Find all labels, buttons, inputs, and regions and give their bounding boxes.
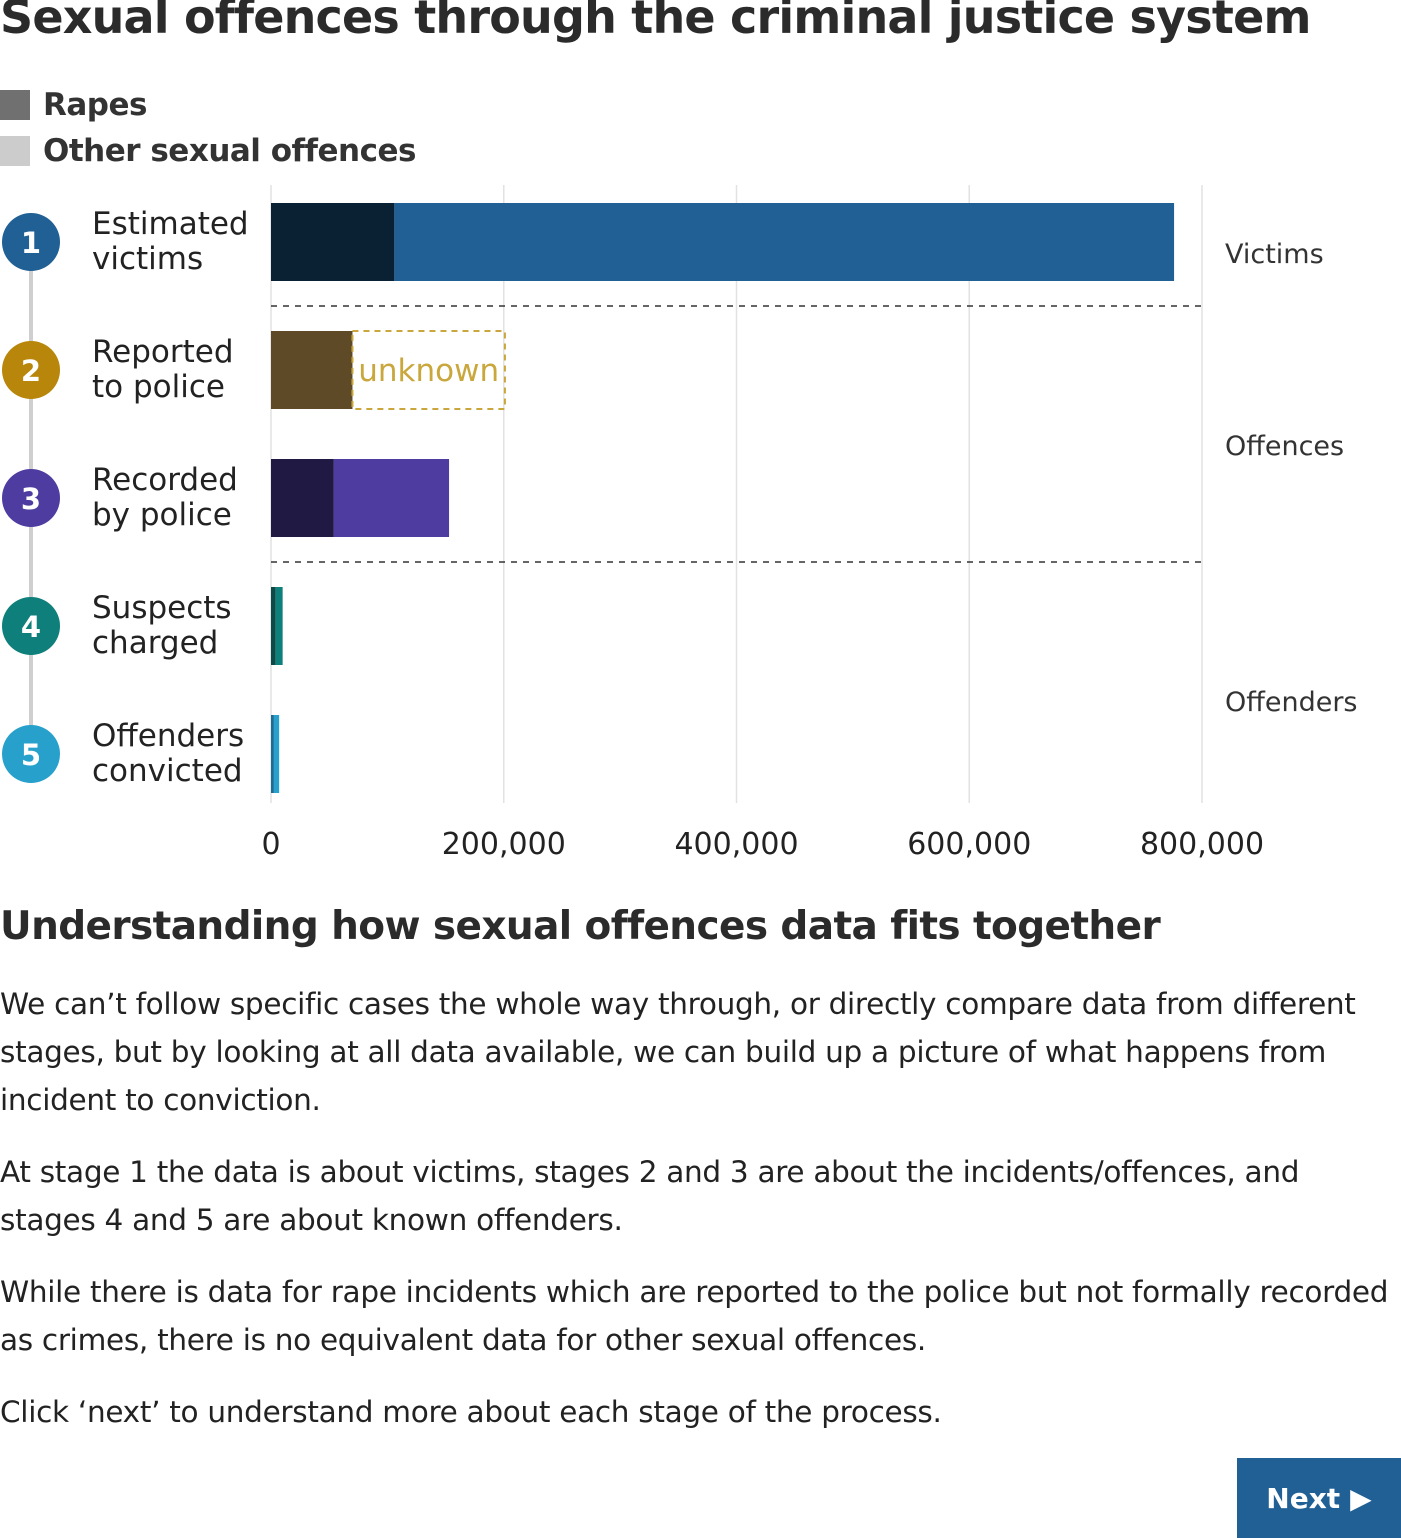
stage-number-2: 2	[21, 354, 41, 388]
legend-label-other: Other sexual offences	[43, 133, 416, 169]
next-button[interactable]: Next ▶	[1237, 1458, 1401, 1538]
legend-swatch-other	[0, 136, 30, 166]
group-label-victims: Victims	[1225, 239, 1324, 270]
paragraph-3: While there is data for rape incidents w…	[0, 1275, 1389, 1357]
bar-rapes-stage-2	[271, 331, 353, 409]
bar-rapes-stage-3	[271, 459, 334, 537]
x-tick-label-4: 800,000	[1140, 827, 1264, 862]
paragraph-2: At stage 1 the data is about victims, st…	[0, 1155, 1300, 1237]
x-tick-label-3: 600,000	[907, 827, 1031, 862]
category-label-3-line-1: Recorded	[92, 462, 238, 498]
category-label-4-line-2: charged	[92, 625, 218, 661]
legend-label-rapes: Rapes	[43, 87, 147, 123]
bar-rapes-stage-1	[271, 203, 395, 281]
category-label-2-line-1: Reported	[92, 334, 234, 370]
stage-number-4: 4	[21, 610, 41, 644]
stage-number-5: 5	[21, 738, 41, 772]
bar-other-stage-1	[394, 203, 1175, 281]
bar-other-stage-3	[333, 459, 450, 537]
unknown-label: unknown	[358, 353, 499, 389]
category-label-3-line-2: by police	[92, 497, 232, 533]
category-label-1-line-1: Estimated	[92, 206, 249, 242]
stage-marker-2	[2, 341, 60, 399]
bar-other-stage-4	[275, 587, 283, 665]
legend-item-rapes: Rapes	[0, 87, 147, 123]
stage-number-1: 1	[21, 226, 41, 260]
category-label-2-line-2: to police	[92, 369, 225, 405]
stage-number-3: 3	[21, 482, 41, 516]
legend-swatch-rapes	[0, 90, 30, 120]
bar-rapes-stage-4	[271, 587, 276, 665]
stage-marker-1	[2, 213, 60, 271]
triangle-right-icon: ▶	[1350, 1481, 1372, 1515]
stage-marker-3	[2, 469, 60, 527]
category-label-5-line-2: convicted	[92, 753, 243, 789]
chart-title: Sexual offences through the criminal jus…	[0, 0, 1311, 44]
legend-item-other: Other sexual offences	[0, 133, 416, 169]
x-tick-label-0: 0	[261, 827, 280, 862]
group-label-offenders: Offenders	[1225, 687, 1358, 718]
paragraph-4: Click ‘next’ to understand more about ea…	[0, 1395, 942, 1429]
group-label-offences: Offences	[1225, 431, 1344, 462]
section-heading: Understanding how sexual offences data f…	[0, 904, 1161, 949]
paragraph-1: We can’t follow specific cases the whole…	[0, 987, 1356, 1117]
category-label-5-line-1: Offenders	[92, 718, 244, 754]
category-label-4-line-1: Suspects	[92, 590, 232, 626]
category-label-1-line-2: victims	[92, 241, 203, 277]
x-tick-label-1: 200,000	[442, 827, 566, 862]
x-tick-label-2: 400,000	[674, 827, 798, 862]
bar-rapes-stage-5	[271, 715, 274, 793]
bar-unknown-stage-2	[351, 330, 506, 410]
next-button-label: Next	[1266, 1481, 1341, 1515]
bar-other-stage-5	[273, 715, 280, 793]
stage-marker-4	[2, 597, 60, 655]
stage-marker-5	[2, 725, 60, 783]
